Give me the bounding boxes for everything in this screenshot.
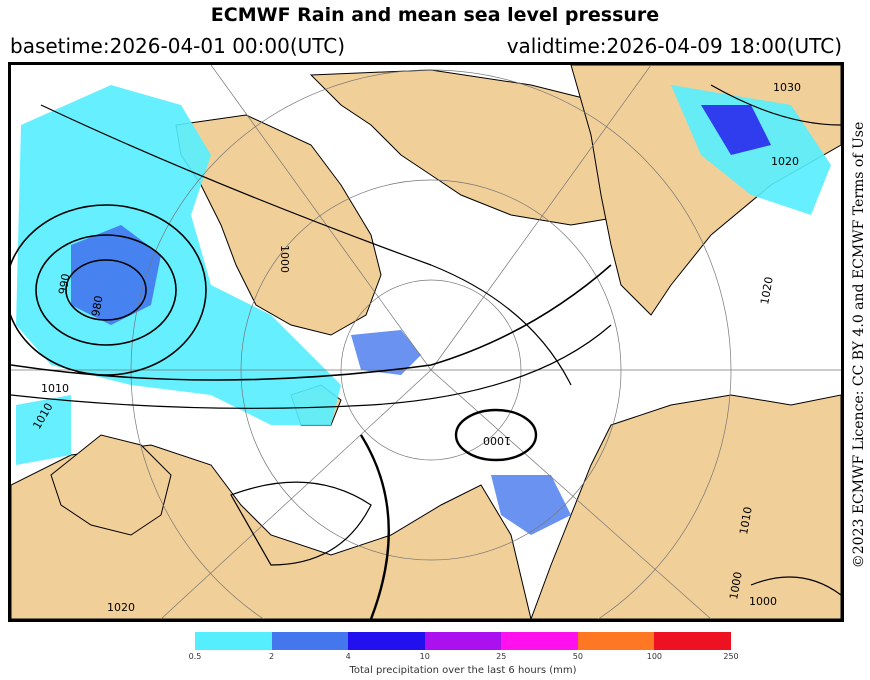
precip-north-america-core bbox=[701, 105, 771, 155]
legend-tick: 250 bbox=[723, 652, 739, 661]
legend-tick: 25 bbox=[496, 652, 507, 661]
siberia bbox=[530, 394, 841, 619]
isobar-label: 1000 bbox=[483, 434, 511, 447]
isobar-label: 1000 bbox=[749, 595, 777, 608]
legend-swatch bbox=[348, 632, 425, 650]
precipitation-areas bbox=[16, 85, 831, 535]
license-text: ©2023 ECMWF Licence: CC BY 4.0 and ECMWF… bbox=[851, 121, 867, 569]
legend-swatch bbox=[271, 632, 349, 650]
basetime-label: basetime:2026-04-01 00:00(UTC) bbox=[10, 34, 346, 58]
precip-svalbard bbox=[351, 330, 421, 375]
isobar-label: 1020 bbox=[771, 155, 799, 168]
isobar-label: 1020 bbox=[107, 601, 135, 614]
isobar-label: 1030 bbox=[773, 81, 801, 94]
precip-europe bbox=[16, 395, 71, 465]
legend-swatch bbox=[501, 632, 578, 650]
legend-ticks: 0.5 2 4 10 25 50 100 250 bbox=[189, 652, 739, 664]
isobar-label: 1020 bbox=[758, 276, 776, 306]
validtime-label: validtime:2026-04-09 18:00(UTC) bbox=[506, 34, 842, 58]
map-title: ECMWF Rain and mean sea level pressure bbox=[210, 4, 660, 26]
isobar-label: 990 bbox=[56, 273, 72, 296]
isobar-label: 980 bbox=[89, 295, 105, 318]
precip-siberia bbox=[491, 475, 571, 535]
isobar-label: 1010 bbox=[41, 382, 69, 395]
legend-swatch bbox=[654, 632, 732, 650]
greenland bbox=[175, 114, 382, 336]
scandinavia bbox=[50, 434, 172, 536]
precip-atlantic bbox=[16, 85, 341, 425]
isobar-label: 1000 bbox=[278, 245, 291, 273]
legend-tick: 10 bbox=[419, 652, 430, 661]
legend-swatch bbox=[424, 632, 502, 650]
precip-atlantic-core bbox=[71, 225, 161, 325]
legend-tick: 100 bbox=[646, 652, 663, 661]
canadian-arctic bbox=[309, 69, 672, 226]
legend-tick: 50 bbox=[572, 652, 583, 661]
legend-tick: 0.5 bbox=[188, 652, 202, 661]
legend-caption: Total precipitation over the last 6 hour… bbox=[349, 665, 577, 676]
legend-tick: 2 bbox=[269, 652, 275, 661]
isobar-label: 1010 bbox=[737, 506, 755, 536]
isobar-label: 1000 bbox=[727, 571, 745, 601]
legend-swatch bbox=[577, 632, 655, 650]
isobars bbox=[11, 84, 841, 619]
legend-swatch bbox=[195, 632, 272, 650]
precip-legend bbox=[195, 632, 732, 650]
weather-map[interactable]: 1030 1020 1000 990 980 1010 1010 1000 10… bbox=[8, 62, 844, 622]
graticule bbox=[11, 65, 841, 619]
legend-tick: 4 bbox=[345, 652, 351, 661]
